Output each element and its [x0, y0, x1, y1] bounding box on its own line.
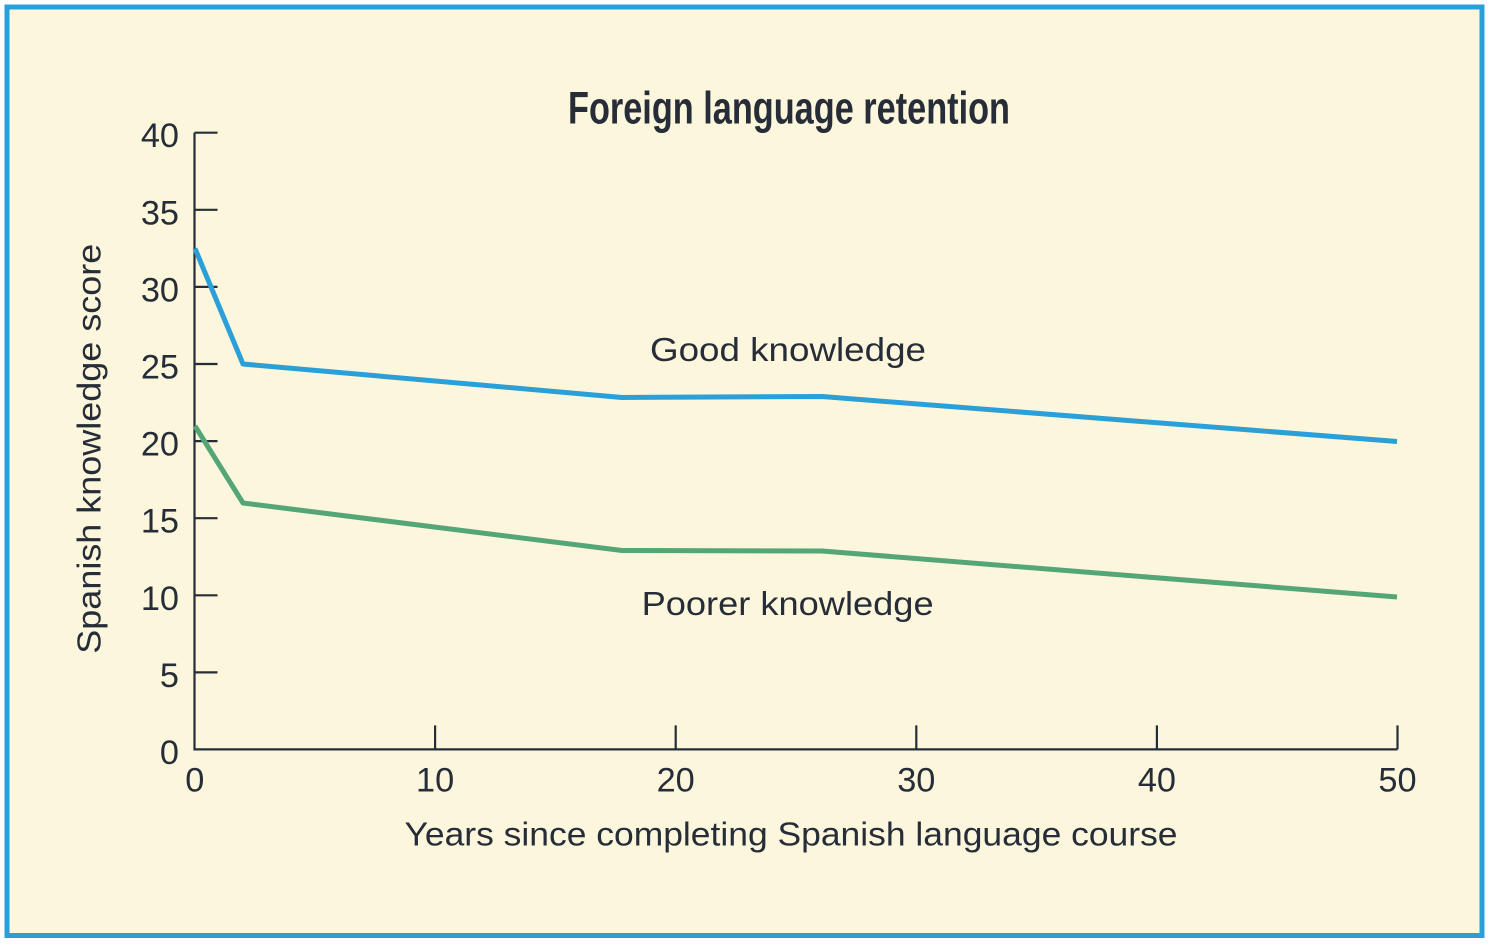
- svg-text:25: 25: [141, 349, 179, 387]
- svg-text:10: 10: [416, 762, 454, 800]
- svg-text:Foreign language retention: Foreign language retention: [568, 83, 1010, 134]
- svg-text:40: 40: [1138, 762, 1176, 800]
- svg-text:15: 15: [141, 503, 179, 541]
- svg-text:0: 0: [160, 734, 179, 772]
- svg-text:50: 50: [1378, 762, 1416, 800]
- svg-text:Years since completing Spanish: Years since completing Spanish language …: [405, 816, 1178, 853]
- svg-text:30: 30: [141, 271, 179, 309]
- svg-text:10: 10: [141, 580, 179, 618]
- svg-text:0: 0: [185, 762, 204, 800]
- svg-text:20: 20: [141, 426, 179, 464]
- svg-text:Spanish knowledge score: Spanish knowledge score: [71, 244, 108, 654]
- svg-text:Good knowledge: Good knowledge: [650, 331, 926, 368]
- svg-text:35: 35: [141, 194, 179, 232]
- svg-text:40: 40: [141, 117, 179, 155]
- svg-text:5: 5: [160, 657, 179, 695]
- svg-text:30: 30: [897, 762, 935, 800]
- svg-text:Poorer knowledge: Poorer knowledge: [642, 585, 934, 622]
- svg-text:20: 20: [657, 762, 695, 800]
